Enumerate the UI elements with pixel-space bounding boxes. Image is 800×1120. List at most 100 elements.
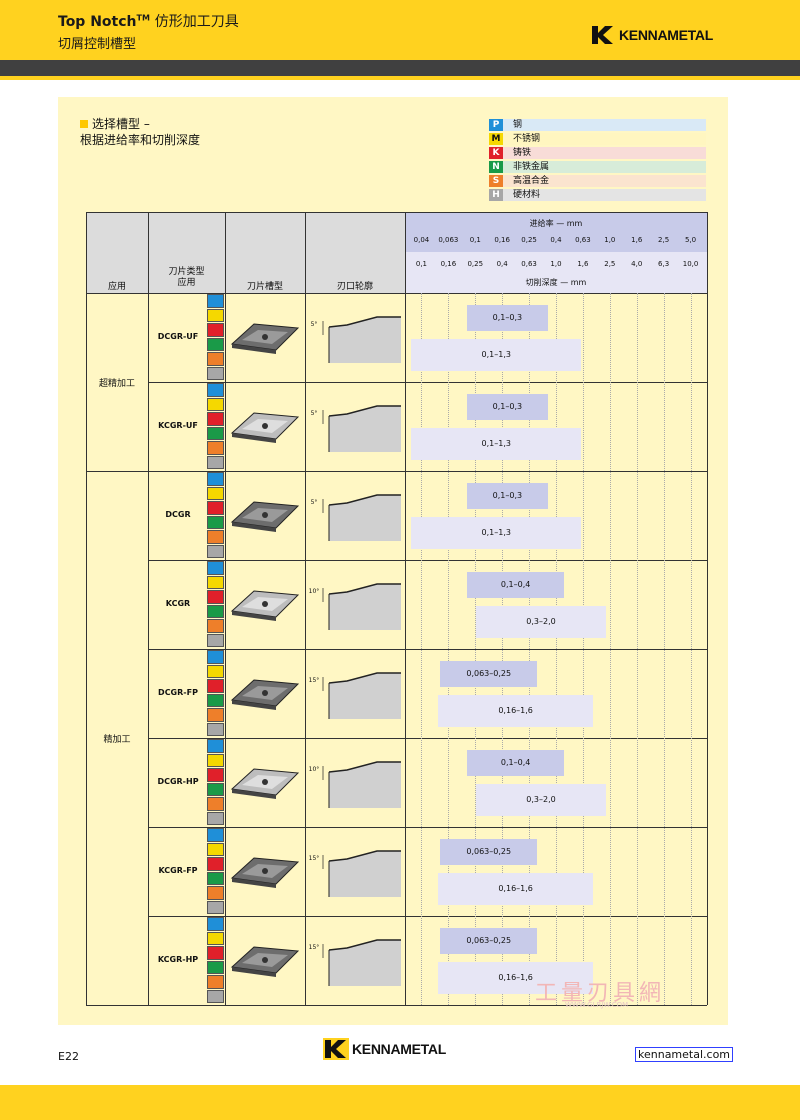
material-color-cell: [207, 308, 224, 322]
edge-angle-label: 5°: [310, 410, 318, 417]
row-separator: [148, 649, 707, 650]
header-yellow-line: [0, 76, 800, 80]
depth-range-bar: 0,1–1,3: [411, 339, 582, 371]
material-color-cell: [207, 337, 224, 351]
material-color-cell: [207, 842, 224, 856]
material-color-cell: [207, 753, 224, 767]
material-color-cell: [207, 679, 224, 693]
legend-item: N 非铁金属: [489, 160, 706, 174]
header-bar: [0, 0, 800, 60]
depth-tick: 0,25: [467, 260, 484, 268]
material-color-cell: [207, 472, 224, 486]
watermark-text: 工量刃具網: [535, 981, 666, 1006]
material-color-cell: [207, 561, 224, 575]
material-color-cell: [207, 352, 224, 366]
material-color-cell: [207, 722, 224, 736]
footer-logo-text: KENNAMETAL: [352, 1041, 446, 1057]
group-label: 精加工: [103, 735, 131, 745]
material-color-cell: [207, 604, 224, 618]
feed-tick: 0,04: [413, 236, 430, 244]
material-color-cell: [207, 633, 224, 647]
edge-profile-icon: [322, 939, 401, 986]
table-vline: [225, 212, 226, 1005]
row-separator: [86, 471, 707, 472]
depth-tick: 4,0: [631, 260, 643, 268]
col-app-header: 应用: [107, 282, 126, 292]
table-hline: [86, 1005, 707, 1006]
kennametal-logo-icon: [590, 24, 616, 46]
depth-tick: 0,4: [496, 260, 508, 268]
table-vline: [405, 212, 406, 1005]
material-color-cell: [207, 931, 224, 945]
footer-logo: KENNAMETAL: [323, 1038, 446, 1060]
grid-dotted-line: [609, 293, 611, 1005]
depth-range-bar: 0,16–1,6: [438, 695, 593, 727]
depth-title: 切削深度 — mm: [525, 278, 587, 287]
edge-angle-label: 5°: [310, 321, 318, 328]
feed-tick: 2,5: [658, 236, 670, 244]
material-color-cell: [207, 455, 224, 469]
row-separator: [148, 382, 707, 383]
feed-range-bar: 0,1–0,3: [467, 483, 548, 509]
material-color-cell: [207, 426, 224, 440]
page-number: E22: [58, 1050, 79, 1063]
insert-image-icon: [230, 945, 300, 977]
grid-dotted-line: [582, 293, 584, 1005]
depth-range-bar: 0,16–1,6: [438, 873, 593, 905]
page-subtitle: 切屑控制槽型: [58, 37, 137, 52]
grid-dotted-line: [690, 293, 692, 1005]
legend-item: H 硬材料: [489, 188, 706, 202]
website-link[interactable]: kennametal.com: [635, 1047, 734, 1062]
depth-tick: 1,6: [577, 260, 589, 268]
material-color-cell: [207, 797, 224, 811]
edge-profile-icon: [322, 672, 401, 719]
table-vline: [148, 212, 149, 1005]
legend-label: 铸铁: [503, 147, 706, 159]
legend-label: 硬材料: [503, 189, 706, 201]
row-separator: [148, 827, 707, 828]
material-color-cell: [207, 590, 224, 604]
legend-item: K 铸铁: [489, 146, 706, 160]
table-hline: [86, 212, 707, 213]
material-color-cell: [207, 530, 224, 544]
material-color-cell: [207, 515, 224, 529]
feed-tick: 0,1: [469, 236, 481, 244]
trademark: TM: [136, 13, 150, 23]
feed-range-bar: 0,1–0,4: [467, 750, 564, 776]
material-color-cell: [207, 782, 224, 796]
edge-angle-label: 10°: [308, 588, 320, 595]
title-cn: 仿形加工刀具: [154, 14, 239, 30]
material-color-cell: [207, 739, 224, 753]
feed-title: 进给率 — mm: [529, 219, 583, 228]
row-separator: [148, 560, 707, 561]
legend-label: 非铁金属: [503, 161, 706, 173]
material-color-cell: [207, 323, 224, 337]
edge-angle-label: 10°: [308, 766, 320, 773]
edge-profile-icon: [322, 405, 401, 452]
legend-label: 不锈钢: [503, 133, 706, 145]
material-color-cell: [207, 441, 224, 455]
logo-text: KENNAMETAL: [619, 27, 713, 43]
col-type-header: 刀片类型 应用: [168, 267, 205, 288]
heading-line2: 根据进给率和切削深度: [80, 133, 201, 147]
depth-range-bar: 0,3–2,0: [475, 606, 607, 638]
insert-image-icon: [230, 322, 300, 354]
depth-tick: 1,0: [550, 260, 562, 268]
material-color-cell: [207, 294, 224, 308]
feed-tick: 0,16: [494, 236, 510, 244]
insert-image-icon: [230, 589, 300, 621]
material-color-cell: [207, 619, 224, 633]
edge-profile-icon: [322, 850, 401, 897]
material-color-cell: [207, 693, 224, 707]
grid-dotted-line: [502, 293, 504, 1005]
edge-angle-label: 15°: [308, 677, 320, 684]
legend-label: 高温合金: [503, 175, 706, 187]
insert-type-label: DCGR-HP: [157, 776, 199, 786]
grid-dotted-line: [421, 293, 423, 1005]
insert-image-icon: [230, 856, 300, 888]
grid-dotted-line: [556, 293, 557, 1005]
material-color-cell: [207, 960, 224, 974]
watermark-url: WWW.GLRJW.COM: [565, 1001, 629, 1009]
insert-image-icon: [230, 411, 300, 443]
material-color-cell: [207, 383, 224, 397]
